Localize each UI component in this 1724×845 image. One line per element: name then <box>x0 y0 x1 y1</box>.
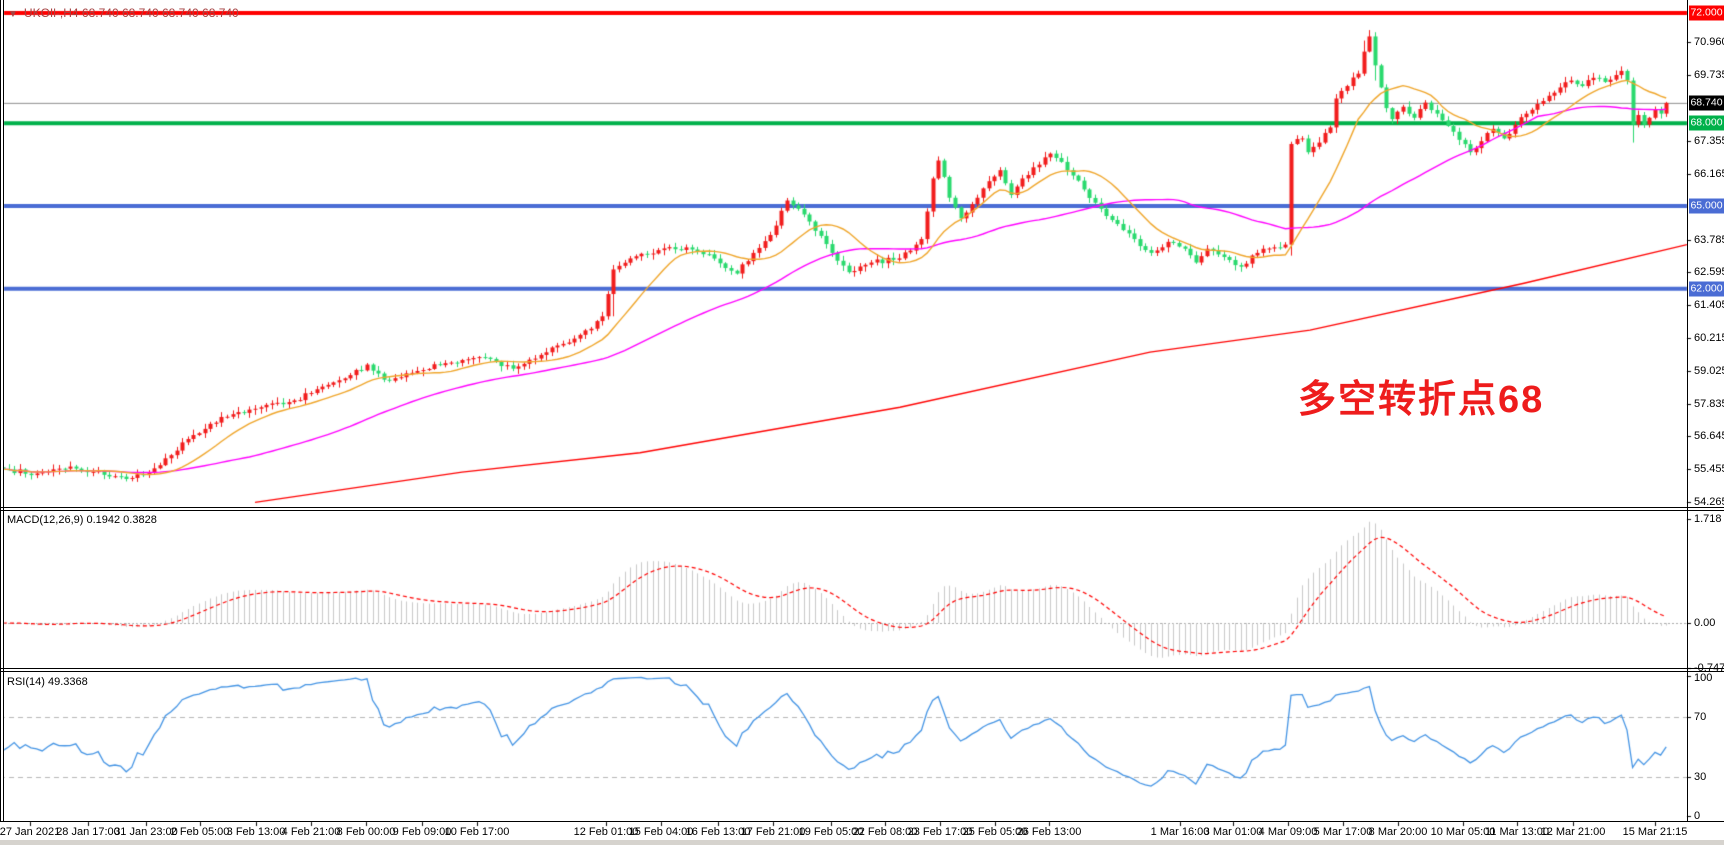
time-tick-label: 15 Feb 04:00 <box>628 826 694 838</box>
price-tick-label: 69.735 <box>1694 69 1724 82</box>
pane-separator[interactable] <box>0 671 1724 672</box>
price-level-badge: 68.740 <box>1689 95 1724 111</box>
symbol-ohlc-label: UKOIl-,H4 68.740 68.740 68.740 68.740 <box>23 6 239 20</box>
price-tick-label: 61.405 <box>1694 299 1724 312</box>
time-tick-label: 1 Mar 16:00 <box>1150 826 1210 838</box>
price-tick-label: 56.645 <box>1694 430 1724 443</box>
chart-left-border <box>3 0 4 821</box>
symbol-expand-icon[interactable]: ▼ <box>8 9 18 20</box>
pane-separator[interactable] <box>0 668 1724 669</box>
rsi-tick-label: 100 <box>1694 672 1713 684</box>
price-tick-label: 66.165 <box>1694 167 1724 180</box>
time-tick-label: 4 Mar 09:00 <box>1258 826 1318 838</box>
time-tick-label: 5 Mar 17:00 <box>1313 826 1373 838</box>
macd-tick-label: -0.7475 <box>1694 662 1724 675</box>
price-tick-label: 60.215 <box>1694 331 1724 344</box>
price-level-badge: 62.000 <box>1689 281 1724 297</box>
chart-left-border <box>0 0 1 821</box>
price-tick-label: 55.455 <box>1694 463 1724 476</box>
time-tick-label: 3 Mar 01:00 <box>1203 826 1263 838</box>
time-tick-label: 4 Feb 21:00 <box>281 826 341 838</box>
price-tick-label: 62.595 <box>1694 266 1724 279</box>
time-tick-label: 17 Feb 21:00 <box>740 826 806 838</box>
price-tick-label: 59.025 <box>1694 364 1724 377</box>
price-axis-border <box>1687 0 1688 821</box>
macd-tick-label: 0.00 <box>1694 617 1716 629</box>
time-tick-label: 25 Feb 05:00 <box>962 826 1028 838</box>
time-tick-label: 23 Feb 17:00 <box>907 826 973 838</box>
price-level-badge: 72.000 <box>1689 5 1724 21</box>
time-tick-label: 19 Feb 05:00 <box>798 826 864 838</box>
time-tick-label: 8 Mar 20:00 <box>1368 826 1428 838</box>
rsi-indicator-label: RSI(14) 49.3368 <box>7 676 88 688</box>
window-bottom-strip <box>0 840 1724 845</box>
time-tick-label: 22 Feb 08:00 <box>852 826 918 838</box>
time-tick-label: 2 Feb 05:00 <box>170 826 230 838</box>
time-tick-label: 9 Feb 09:00 <box>392 826 452 838</box>
chart-annotation-text[interactable]: 多空转折点68 <box>1298 379 1545 421</box>
time-tick-label: 26 Feb 13:00 <box>1016 826 1082 838</box>
time-tick-label: 10 Mar 05:00 <box>1430 826 1496 838</box>
rsi-tick-label: 70 <box>1694 711 1707 723</box>
price-tick-label: 54.265 <box>1694 496 1724 508</box>
price-tick-label: 63.785 <box>1694 233 1724 246</box>
time-tick-label: 31 Jan 23:00 <box>114 826 178 838</box>
macd-tick-label: 1.718 <box>1694 513 1722 526</box>
symbol-ohlc-bar: ▼ UKOIl-,H4 68.740 68.740 68.740 68.740 <box>8 6 239 20</box>
rsi-tick-label: 30 <box>1694 771 1707 783</box>
price-tick-label: 67.355 <box>1694 135 1724 148</box>
price-tick-label: 70.960 <box>1694 35 1724 48</box>
macd-indicator-label: MACD(12,26,9) 0.1942 0.3828 <box>7 514 157 526</box>
price-level-badge: 68.000 <box>1689 115 1724 131</box>
time-tick-label: 8 Feb 00:00 <box>336 826 396 838</box>
time-axis-border <box>0 821 1724 822</box>
price-tick-label: 57.835 <box>1694 397 1724 410</box>
time-tick-label: 15 Mar 21:15 <box>1622 826 1688 838</box>
pane-separator[interactable] <box>0 507 1724 508</box>
time-tick-label: 3 Feb 13:00 <box>226 826 286 838</box>
time-tick-label: 11 Mar 13:00 <box>1484 826 1550 838</box>
pane-separator[interactable] <box>0 510 1724 511</box>
time-tick-label: 27 Jan 2021 <box>0 826 61 838</box>
rsi-tick-label: 0 <box>1694 810 1701 822</box>
time-tick-label: 12 Feb 01:00 <box>573 826 639 838</box>
time-tick-label: 12 Mar 21:00 <box>1540 826 1606 838</box>
time-tick-label: 28 Jan 17:00 <box>56 826 120 838</box>
time-tick-label: 10 Feb 17:00 <box>444 826 510 838</box>
time-tick-label: 16 Feb 13:00 <box>685 826 751 838</box>
price-level-badge: 65.000 <box>1689 198 1724 214</box>
